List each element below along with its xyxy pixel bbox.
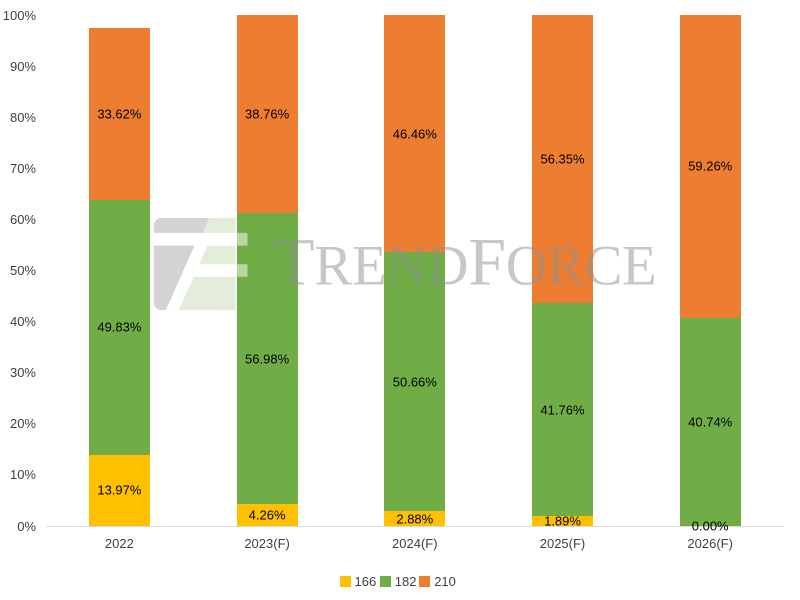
svg-text:TRENDFORCE: TRENDFORCE bbox=[273, 224, 657, 300]
